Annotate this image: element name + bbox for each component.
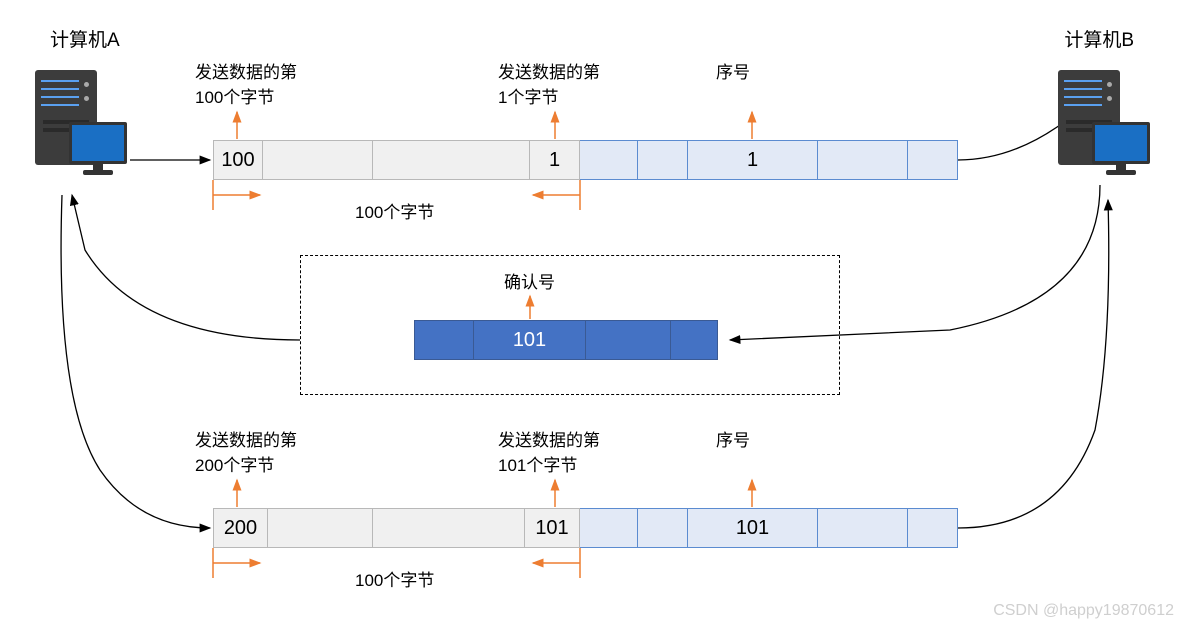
p2-hdr-c5 bbox=[908, 508, 958, 548]
label-bytes100-2: 100个字节 bbox=[355, 566, 434, 591]
ack-c1 bbox=[414, 320, 474, 360]
p2-data-c3 bbox=[373, 508, 525, 548]
watermark: CSDN @happy19870612 bbox=[993, 602, 1174, 620]
p2-hdr-c2 bbox=[638, 508, 688, 548]
label-seq1: 序号 bbox=[716, 58, 750, 83]
label-byte100: 发送数据的第 100个字节 bbox=[195, 58, 297, 108]
label-byte101: 发送数据的第 101个字节 bbox=[498, 426, 600, 476]
p1-data-last: 1 bbox=[530, 140, 580, 180]
label-seq2: 序号 bbox=[716, 426, 750, 451]
computer-a-icon bbox=[35, 70, 125, 180]
p2-data-last: 101 bbox=[525, 508, 580, 548]
p1-data-c3 bbox=[373, 140, 530, 180]
ack-c3 bbox=[586, 320, 671, 360]
label-ack: 确认号 bbox=[504, 268, 555, 293]
p1-hdr-c4 bbox=[818, 140, 908, 180]
p1-hdr-c1 bbox=[580, 140, 638, 180]
label-byte200: 发送数据的第 200个字节 bbox=[195, 426, 297, 476]
p1-data-c2 bbox=[263, 140, 373, 180]
ack-value: 101 bbox=[474, 320, 586, 360]
p1-data-first: 100 bbox=[213, 140, 263, 180]
p2-hdr-c4 bbox=[818, 508, 908, 548]
label-byte1: 发送数据的第 1个字节 bbox=[498, 58, 600, 108]
computer-a-title: 计算机A bbox=[50, 25, 120, 52]
computer-b-title: 计算机B bbox=[1064, 25, 1134, 52]
p1-hdr-c2 bbox=[638, 140, 688, 180]
p1-hdr-seq: 1 bbox=[688, 140, 818, 180]
p2-hdr-seq: 101 bbox=[688, 508, 818, 548]
computer-b-icon bbox=[1058, 70, 1148, 180]
p2-hdr-c1 bbox=[580, 508, 638, 548]
p2-data-first: 200 bbox=[213, 508, 268, 548]
label-bytes100-1: 100个字节 bbox=[355, 198, 434, 223]
p1-hdr-c5 bbox=[908, 140, 958, 180]
ack-c4 bbox=[671, 320, 718, 360]
p2-data-c2 bbox=[268, 508, 373, 548]
